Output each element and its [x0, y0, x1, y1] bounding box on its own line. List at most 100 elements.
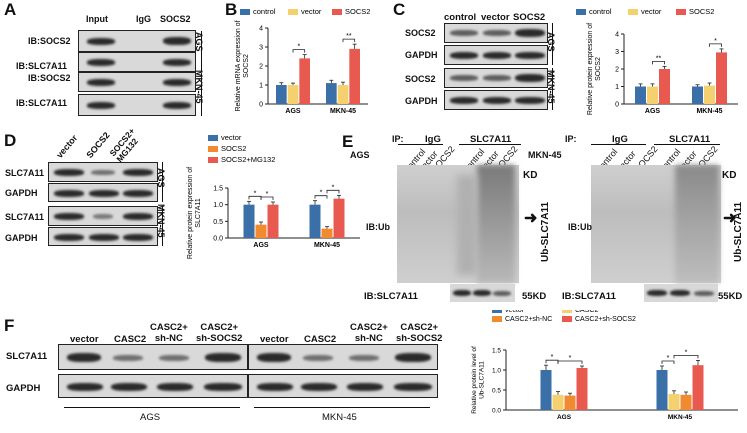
bracket-d-mkn — [162, 206, 163, 246]
e-ub-blot-right — [591, 165, 721, 283]
x-tick-label: MKN-45 — [668, 414, 693, 421]
bar — [692, 86, 703, 104]
bar — [704, 85, 715, 104]
significance-bracket — [557, 360, 583, 364]
y-tick-label: 0.0 — [213, 236, 223, 243]
group-f-ags: AGS — [140, 412, 161, 423]
bar — [276, 85, 287, 104]
blot-a-3 — [78, 72, 196, 92]
legend-label: control — [589, 7, 612, 16]
group-a-mkn: MKN-45 — [194, 70, 204, 104]
significance-label: * — [551, 354, 554, 361]
e-kd-left: KD — [523, 170, 538, 181]
bar — [243, 204, 255, 238]
bar — [337, 85, 349, 104]
legend-swatch — [240, 9, 250, 15]
significance-label: * — [569, 355, 572, 362]
panel-letter-c: C — [393, 0, 406, 19]
col-f-3b: CASC2+ sh-NC — [350, 322, 388, 344]
legend-label: vector — [641, 7, 662, 16]
significance-bracket — [661, 360, 675, 364]
e-line-slc-right — [654, 144, 720, 145]
bar — [287, 85, 299, 104]
significance-label: * — [254, 190, 257, 197]
blot-c-4 — [444, 90, 548, 110]
col-c-vector: vector — [481, 12, 510, 23]
row-c-gapdh-ags: GAPDH — [405, 50, 438, 60]
col-f-4b: CASC2+ sh-SOCS2 — [396, 322, 443, 344]
significance-label: * — [266, 191, 269, 198]
chart-f: 0.0 0.5 1.0 1.5 Relative protein level ofUb-… — [471, 310, 738, 421]
col-f-1a: vector — [70, 334, 99, 345]
e-ip-right: IP: — [565, 134, 577, 144]
legend-label: control — [253, 7, 276, 16]
panel-letter-b: B — [225, 0, 238, 19]
blot-f-3 — [248, 344, 438, 370]
y-tick-label: 1.0 — [213, 202, 223, 209]
e-slc-blot-left — [450, 284, 515, 302]
e-line-igg-right — [591, 144, 646, 145]
chart-c: 0 1 2 3 4 Relative protein expression ofSOCS2… — [576, 7, 738, 115]
row-f-slc: SLC7A11 — [6, 351, 48, 362]
row-ib-slc-mkn: IB:SLC7A11 — [16, 98, 68, 108]
x-tick-label: MKN-45 — [314, 242, 340, 249]
f-line-mkn — [254, 407, 430, 408]
significance-bracket — [260, 196, 274, 200]
e-line-slc-left — [459, 144, 521, 145]
row-d-slc-ags: SLC7A11 — [5, 168, 45, 178]
x-tick-label: AGS — [285, 108, 301, 115]
significance-bracket — [314, 195, 328, 199]
e-55kd-left: 55KD — [522, 291, 547, 302]
legend-label: SOCS2+MG132 — [221, 155, 275, 164]
bar — [267, 204, 279, 238]
e-igg-left: IgG — [425, 134, 441, 145]
panel-letter-a: A — [4, 0, 17, 19]
col-igg: IgG — [136, 14, 151, 24]
blot-f-2 — [58, 374, 248, 398]
bracket-a-mkn — [201, 73, 202, 116]
e-ibslc-right: IB:SLC7A11 — [562, 291, 616, 302]
group-a-ags: AGS — [194, 32, 204, 52]
col-d-socs2: SOCS2 — [84, 130, 112, 160]
y-tick-label: 1 — [259, 83, 263, 90]
bar — [255, 224, 267, 238]
panel-letter-e: E — [342, 132, 354, 151]
col-f-2a: CASC2 — [114, 334, 147, 345]
y-tick-label: 4 — [259, 26, 263, 33]
legend-swatch — [576, 9, 586, 15]
group-d-mkn: MKN-45 — [156, 204, 166, 238]
y-tick-label: 1.0 — [492, 368, 501, 375]
legend-label: CASC2+sh-NC — [505, 316, 552, 323]
legend-swatch — [492, 310, 502, 313]
bar — [656, 370, 668, 410]
y-tick-label: 2 — [259, 64, 263, 71]
significance-label: * — [320, 190, 323, 197]
row-c-socs2-mkn: SOCS2 — [405, 74, 436, 84]
bar — [552, 394, 564, 410]
bracket-d-ags — [162, 162, 163, 202]
legend-swatch — [562, 310, 572, 313]
e-ub-label-right: Ub-SLC7A11 — [733, 201, 744, 262]
bar — [716, 52, 727, 104]
significance-label: * — [667, 355, 670, 362]
row-f-gapdh: GAPDH — [6, 383, 41, 394]
col-f-2b: CASC2 — [304, 334, 337, 345]
y-tick-label: 3 — [615, 49, 619, 56]
e-55kd-right: 55KD — [718, 291, 743, 302]
e-slc-left: SLC7A11 — [470, 134, 512, 145]
legend-swatch — [288, 9, 298, 15]
panel-letter-d: D — [4, 131, 17, 150]
significance-bracket — [709, 43, 722, 47]
arrow-right-icon: ➜ — [524, 210, 538, 227]
blot-c-3 — [444, 68, 548, 88]
significance-bracket — [326, 189, 340, 194]
e-line-igg-left — [398, 144, 443, 145]
y-tick-label: 4 — [615, 32, 619, 39]
legend-swatch — [332, 9, 342, 15]
e-group-ags: AGS — [350, 150, 370, 160]
significance-bracket — [673, 355, 699, 359]
y-axis-label: Relative protein expression ofSOCS2 — [587, 23, 602, 115]
bar — [540, 370, 552, 410]
legend-label: vector — [221, 133, 242, 142]
legend-label: vector — [505, 310, 525, 314]
